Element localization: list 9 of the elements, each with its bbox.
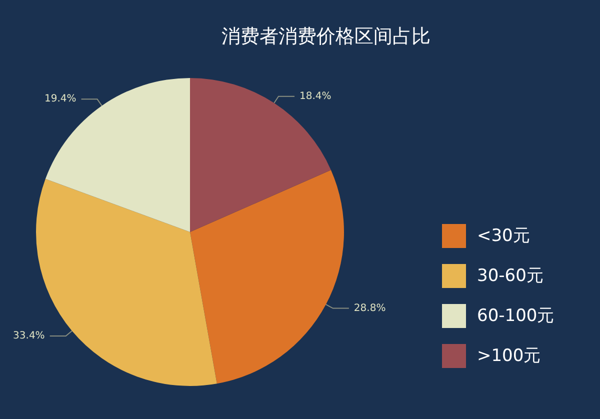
legend-label: >100元 <box>477 346 541 366</box>
legend-label: <30元 <box>477 226 530 246</box>
data-label: 19.4% <box>44 94 76 105</box>
legend-label: 60-100元 <box>477 306 554 326</box>
data-label: 33.4% <box>13 330 45 342</box>
data-label: 18.4% <box>300 90 332 102</box>
legend-label: 30-60元 <box>477 266 544 286</box>
data-label: 28.8% <box>354 302 386 314</box>
chart-title: 消费者消费价格区间占比 <box>222 26 430 48</box>
